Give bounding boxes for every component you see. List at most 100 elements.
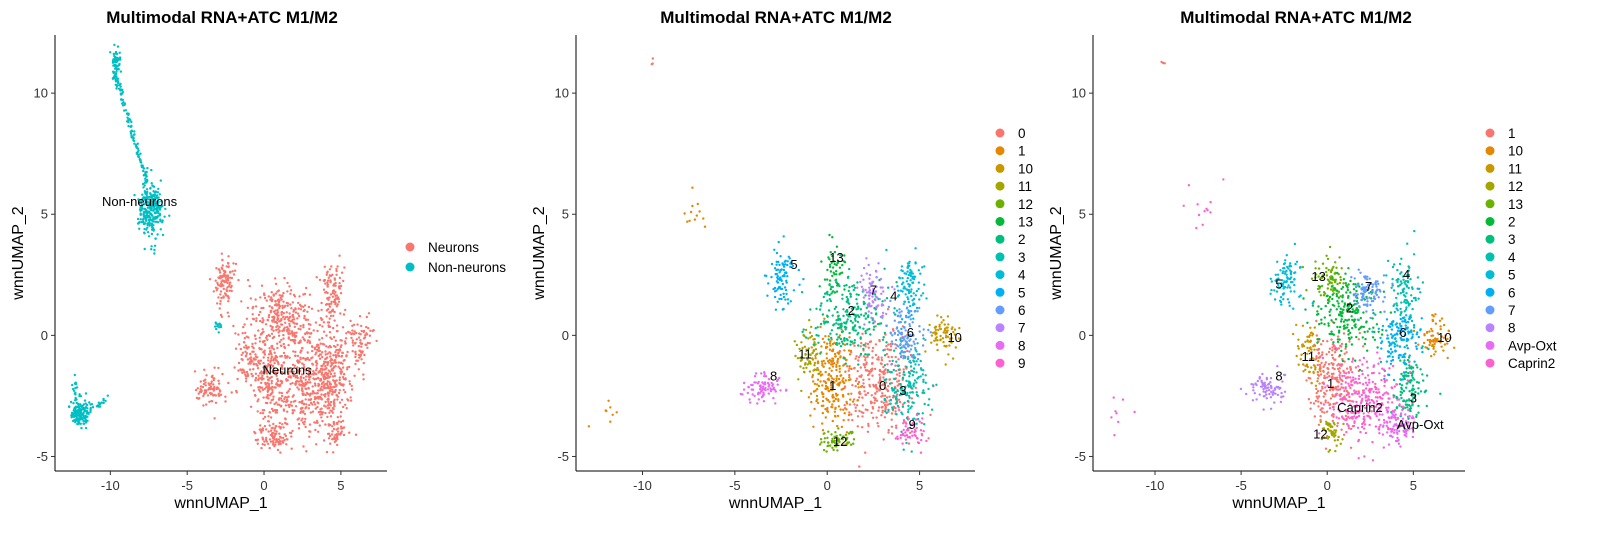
point-4 — [896, 295, 900, 298]
point-2 — [845, 295, 848, 299]
point-Neurons — [319, 387, 322, 390]
point-Non-neurons — [72, 402, 75, 405]
point-5 — [775, 251, 779, 255]
point-Neurons — [305, 286, 308, 290]
point-1 — [824, 362, 827, 365]
point-Neurons — [290, 332, 294, 335]
point-1 — [1349, 386, 1352, 390]
point-2 — [819, 304, 822, 307]
point-Non-neurons — [150, 225, 154, 229]
point-Neurons — [209, 387, 212, 391]
point-Neurons — [344, 340, 347, 343]
point-Neurons — [324, 357, 327, 361]
point-Neurons — [260, 381, 263, 385]
point-0 — [894, 364, 897, 367]
point-0 — [867, 424, 870, 428]
point-1 — [816, 398, 819, 401]
point-1 — [1331, 349, 1334, 352]
point-2 — [841, 330, 845, 333]
point-10 — [1440, 345, 1443, 348]
point-Neurons — [308, 423, 312, 426]
point-2 — [838, 317, 841, 321]
point-Neurons — [342, 388, 345, 392]
point-Non-neurons — [82, 422, 85, 425]
point-Neurons — [340, 339, 343, 342]
point-2 — [879, 322, 883, 325]
point-Non-neurons — [168, 214, 171, 217]
point-Neurons — [270, 379, 273, 383]
point-Neurons — [263, 387, 266, 390]
point-Non-neurons — [144, 173, 147, 176]
point-1 — [695, 214, 698, 217]
point-0 — [914, 386, 917, 390]
point-Neurons — [227, 297, 230, 300]
point-9 — [912, 421, 915, 424]
point-Neurons — [324, 405, 327, 408]
point-3 — [917, 412, 920, 415]
point-0 — [890, 418, 893, 421]
point-Neurons — [315, 419, 319, 423]
point-Neurons — [303, 412, 307, 416]
point-13 — [1339, 278, 1343, 282]
point-3 — [1425, 404, 1429, 408]
point-4 — [905, 288, 908, 291]
point-Neurons — [305, 450, 308, 453]
point-Neurons — [339, 415, 342, 418]
point-Non-neurons — [152, 209, 155, 212]
point-1 — [822, 404, 825, 407]
point-Neurons — [285, 400, 288, 404]
point-Neurons — [283, 433, 286, 436]
point-Neurons — [259, 359, 263, 362]
point-0 — [882, 438, 885, 441]
point-3 — [892, 349, 896, 352]
point-11 — [1310, 381, 1313, 385]
point-Neurons — [317, 410, 321, 414]
point-1 — [823, 341, 826, 344]
point-0 — [880, 400, 883, 403]
point-Non-neurons — [117, 87, 121, 91]
point-11 — [807, 347, 810, 350]
point-1 — [845, 408, 848, 411]
point-1 — [1357, 390, 1360, 393]
point-0 — [877, 356, 880, 359]
point-Non-neurons — [145, 191, 149, 194]
point-6 — [902, 302, 905, 306]
point-0 — [875, 399, 879, 402]
point-2 — [1341, 296, 1344, 299]
point-1 — [1317, 352, 1320, 355]
point-12 — [827, 444, 830, 447]
point-Non-neurons — [72, 415, 75, 418]
point-1 — [827, 378, 831, 382]
point-Neurons — [259, 319, 262, 323]
point-Neurons — [261, 374, 264, 377]
legend-key-10 — [995, 163, 1005, 173]
point-0 — [890, 425, 894, 428]
point-6 — [908, 310, 911, 313]
point-Neurons — [351, 329, 354, 332]
point-1 — [1325, 389, 1328, 392]
point-6 — [914, 338, 917, 341]
point-Neurons — [280, 380, 284, 383]
point-2 — [830, 329, 834, 332]
point-Neurons — [304, 378, 307, 381]
point-Neurons — [230, 276, 234, 280]
point-3 — [1410, 392, 1414, 395]
point-2 — [841, 297, 844, 300]
point-1 — [1331, 419, 1335, 423]
point-3 — [916, 377, 919, 380]
point-Neurons — [329, 383, 333, 386]
point-Neurons — [241, 351, 245, 354]
point-11 — [816, 366, 819, 370]
point-1 — [1341, 357, 1344, 361]
point-Neurons — [283, 317, 286, 321]
point-Non-neurons — [140, 161, 143, 164]
point-Neurons — [339, 292, 343, 295]
point-Non-neurons — [119, 89, 122, 92]
point-10 — [937, 328, 940, 332]
point-Neurons — [265, 336, 268, 340]
point-0 — [871, 374, 874, 377]
point-1 — [1336, 422, 1340, 425]
point-3 — [907, 410, 910, 414]
point-1 — [1338, 367, 1341, 370]
point-3 — [904, 393, 908, 397]
